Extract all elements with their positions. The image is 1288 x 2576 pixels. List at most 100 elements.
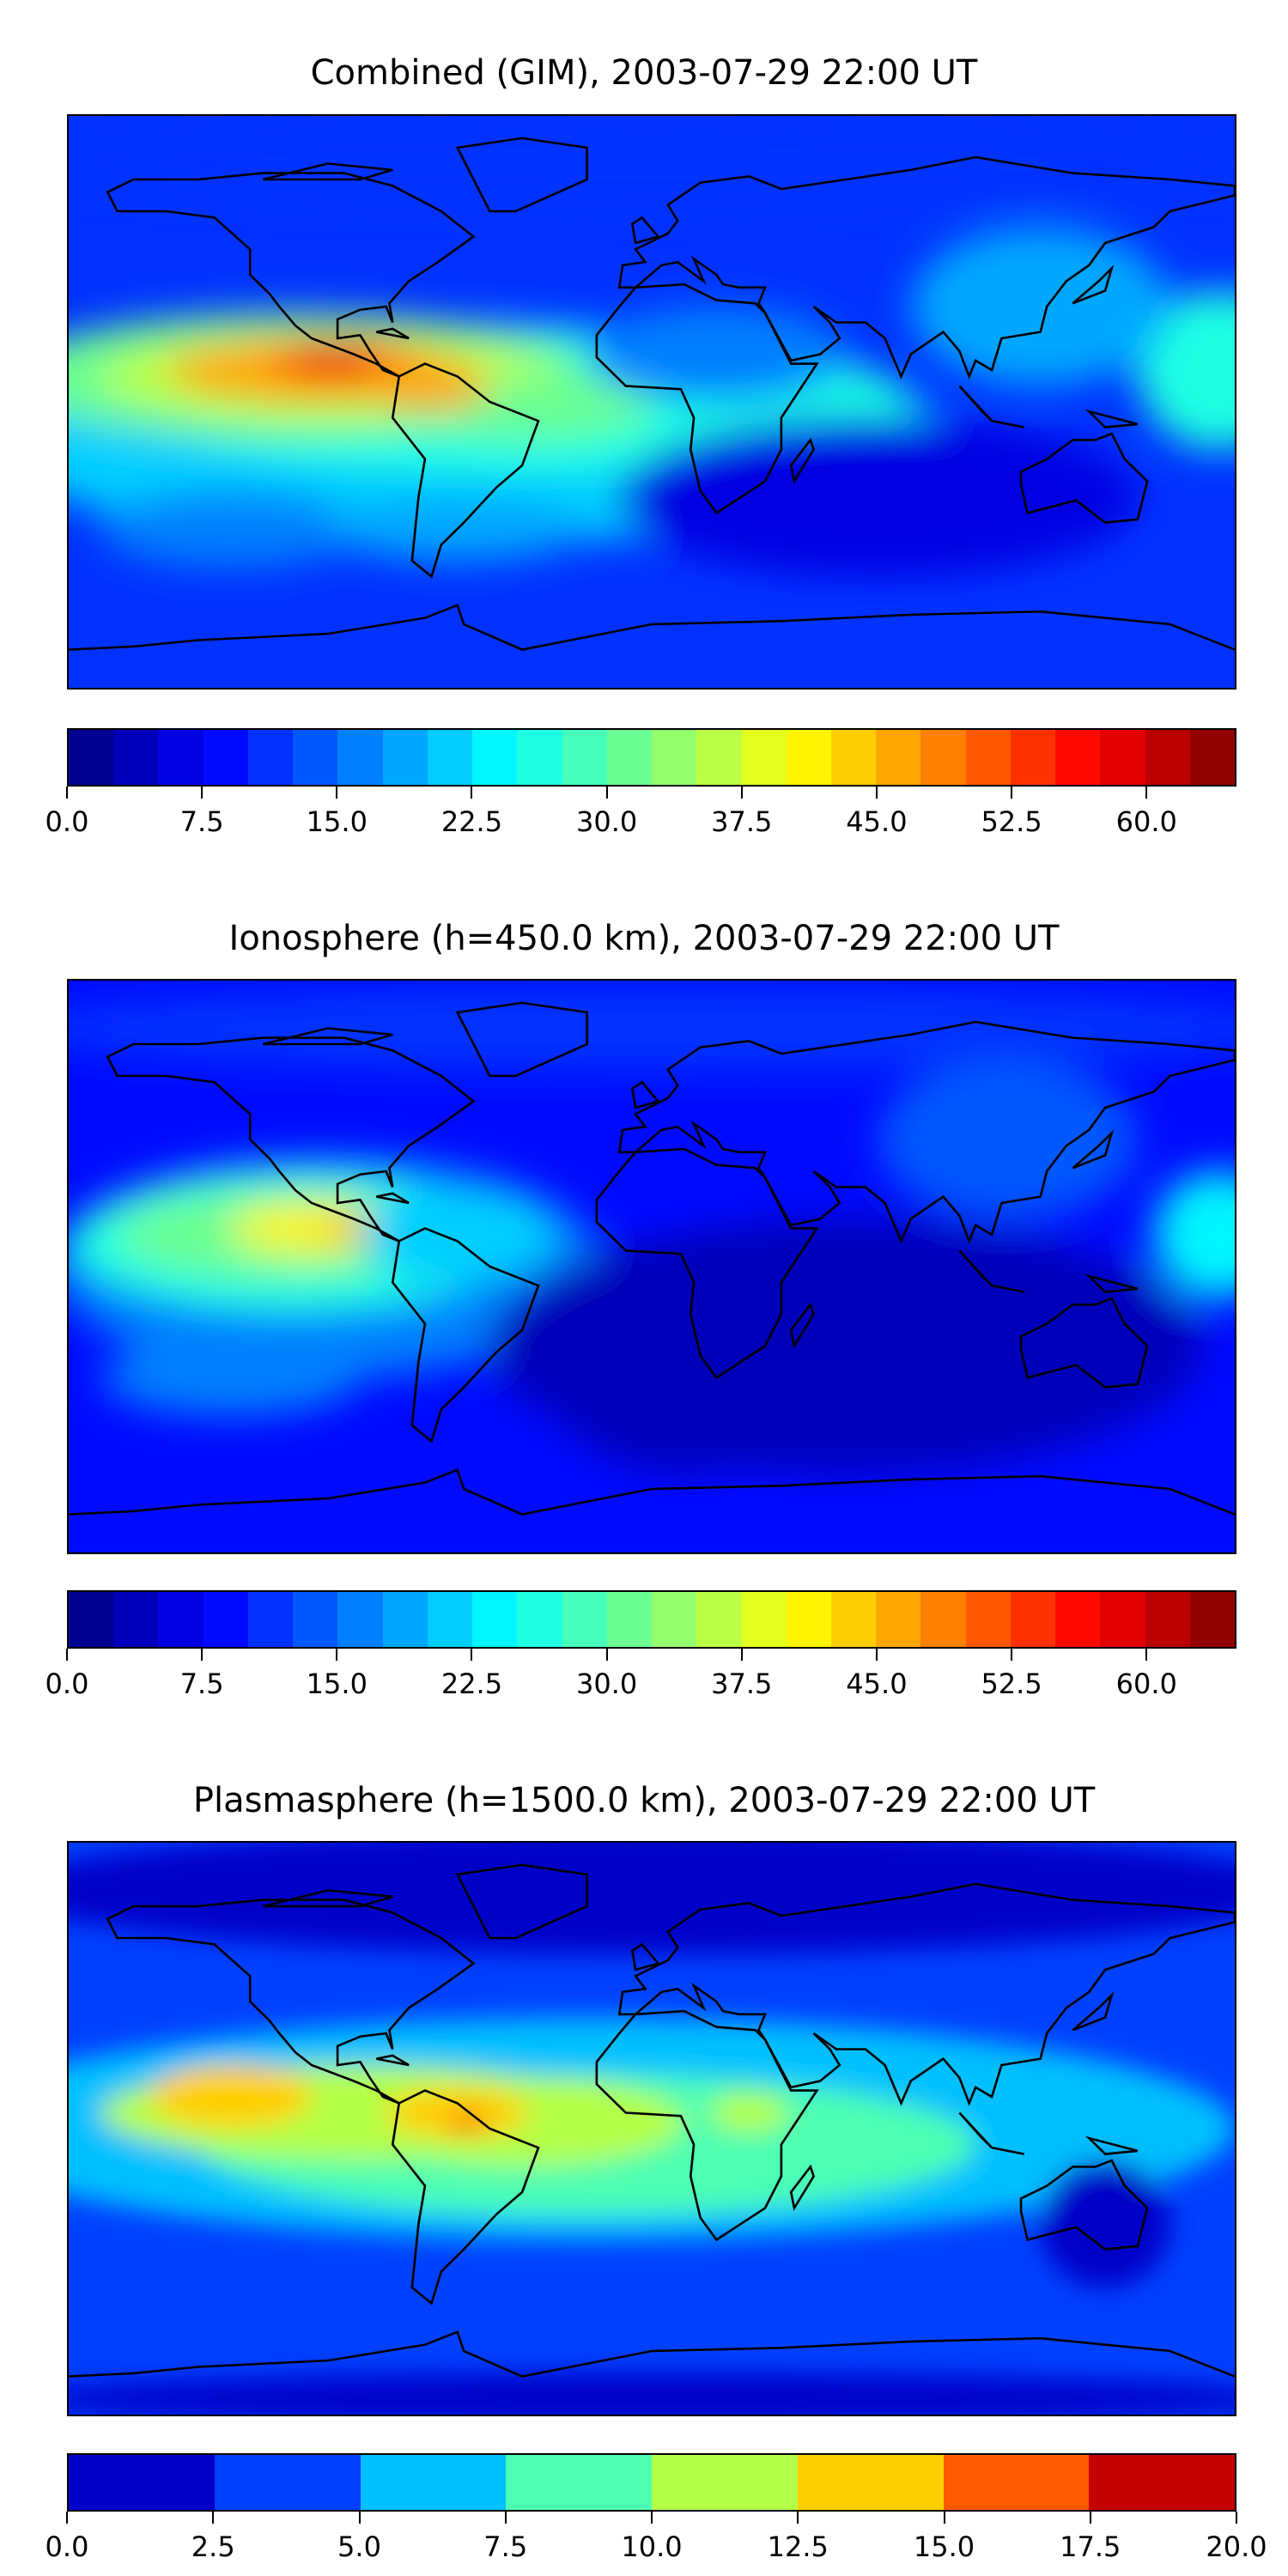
coastline: [455, 137, 588, 213]
colorbar-bin: [506, 2455, 652, 2510]
colorbar-bin: [562, 730, 607, 785]
coastline: [630, 1942, 660, 1971]
field-contour: [100, 490, 361, 568]
colorbar-tick: [504, 2512, 507, 2524]
colorbar-tick-label: 52.5: [981, 1668, 1042, 1700]
coastline: [1084, 409, 1139, 428]
colorbar-tick: [1011, 787, 1013, 799]
colorbar-tick-label: 45.0: [846, 1668, 908, 1700]
map-ionosphere-svg: [69, 981, 1235, 1552]
colorbar-tick-label: 37.5: [711, 1668, 773, 1700]
colorbar-tick: [1236, 2512, 1237, 2524]
colorbar-bin: [943, 2455, 1090, 2510]
field-contour: [149, 2065, 312, 2129]
colorbar-tick: [1011, 1649, 1013, 1661]
colorbar-bin: [382, 1592, 428, 1647]
colorbar-bin: [69, 1592, 114, 1647]
colorbar-tick-label: 60.0: [1115, 1668, 1177, 1700]
coastline: [789, 2164, 816, 2212]
coastline: [1072, 1991, 1115, 2032]
coastline-antarctica: [69, 2330, 1235, 2378]
coastline: [1019, 1297, 1149, 1388]
coastline: [1084, 1273, 1139, 1293]
colorbar-tick: [358, 2512, 361, 2524]
colorbar-tick-label: 7.5: [179, 1668, 224, 1700]
field-contour: [878, 1060, 1138, 1219]
colorbar-bin: [920, 1592, 966, 1647]
colorbar-bin: [382, 730, 428, 785]
colorbar-tick-label: 0.0: [45, 1668, 89, 1700]
colorbar-bin: [1089, 2455, 1235, 2510]
colorbar-bin: [293, 730, 338, 785]
field-contour: [1040, 2160, 1170, 2287]
coastline: [617, 1882, 1235, 2106]
colorbar-bin: [741, 1592, 787, 1647]
colorbar-tick: [1145, 787, 1148, 799]
colorbar-bin: [247, 730, 294, 785]
field-contour: [554, 1314, 814, 1473]
colorbar-bin: [203, 1592, 248, 1647]
colorbar-tick-label: 2.5: [191, 2530, 235, 2563]
coastline: [106, 172, 476, 378]
colorbar-bin: [786, 1592, 831, 1647]
colorbar-bin: [652, 730, 697, 785]
coastline: [630, 1080, 660, 1109]
colorbar-bin: [1010, 1592, 1056, 1647]
colorbar-tick-label: 52.5: [981, 805, 1042, 838]
coastline: [1019, 2159, 1149, 2251]
colorbar-tick: [943, 2512, 945, 2524]
colorbar-ionosphere: [67, 1590, 1236, 1649]
colorbar-tick-label: 45.0: [846, 805, 908, 838]
colorbar-tick-label: 22.5: [440, 1668, 503, 1700]
colorbar-tick-label: 15.0: [306, 1668, 368, 1700]
colorbar-bin: [1189, 1592, 1236, 1647]
colorbar-tick-label: 0.0: [45, 805, 89, 838]
colorbar-bin: [360, 2455, 507, 2510]
colorbar-bin: [965, 1592, 1011, 1647]
colorbar-bin: [876, 730, 921, 785]
colorbar-tick-label: 0.0: [45, 2530, 89, 2563]
field-contour: [360, 1187, 555, 1283]
coastline: [263, 1027, 393, 1046]
colorbar-bin: [293, 1592, 338, 1647]
colorbar-bin: [1100, 730, 1145, 785]
colorbar-bin: [517, 730, 562, 785]
colorbar-bin: [606, 1592, 653, 1647]
colorbar-tick-label: 10.0: [621, 2530, 683, 2563]
coastline: [455, 1863, 588, 1940]
colorbar-bin: [1055, 1592, 1101, 1647]
map-plasmasphere-svg: [69, 1843, 1235, 2415]
colorbar-bin: [1145, 1592, 1190, 1647]
map-plasmasphere: [67, 1841, 1236, 2416]
colorbar-combined: [67, 728, 1236, 787]
colorbar-tick: [797, 2512, 799, 2524]
title-ionosphere: Ionosphere (h=450.0 km), 2003-07-29 22:0…: [228, 919, 1060, 958]
colorbar-bin: [472, 1592, 518, 1647]
coastline: [789, 437, 816, 485]
colorbar-tick-label: 60.0: [1115, 805, 1177, 838]
coastline: [455, 1001, 588, 1078]
colorbar-bin: [69, 2455, 215, 2510]
colorbar-tick-label: 7.5: [483, 2530, 528, 2563]
field-contour: [230, 1203, 393, 1255]
colorbar-tick: [1089, 2512, 1091, 2524]
coastline-antarctica: [69, 604, 1235, 651]
coastline: [595, 283, 819, 515]
title-combined: Combined (GIM), 2003-07-29 22:00 UT: [310, 53, 978, 93]
field-contour: [586, 307, 847, 402]
colorbar-tick: [201, 787, 204, 799]
colorbar-tick-label: 37.5: [711, 805, 773, 838]
colorbar-tick: [471, 1649, 473, 1661]
field-contour: [295, 344, 374, 370]
coastline: [391, 362, 540, 579]
colorbar-bin: [562, 1592, 607, 1647]
field-contour: [69, 118, 1235, 209]
coastline-antarctica: [69, 1468, 1235, 1516]
colorbar-tick-label: 7.5: [179, 805, 224, 838]
field-contour: [619, 417, 1138, 577]
colorbar-bin: [606, 730, 653, 785]
colorbar-bin: [517, 1592, 562, 1647]
colorbar-tick: [201, 1649, 204, 1661]
colorbar-bin: [965, 730, 1011, 785]
colorbar-bin: [472, 730, 518, 785]
